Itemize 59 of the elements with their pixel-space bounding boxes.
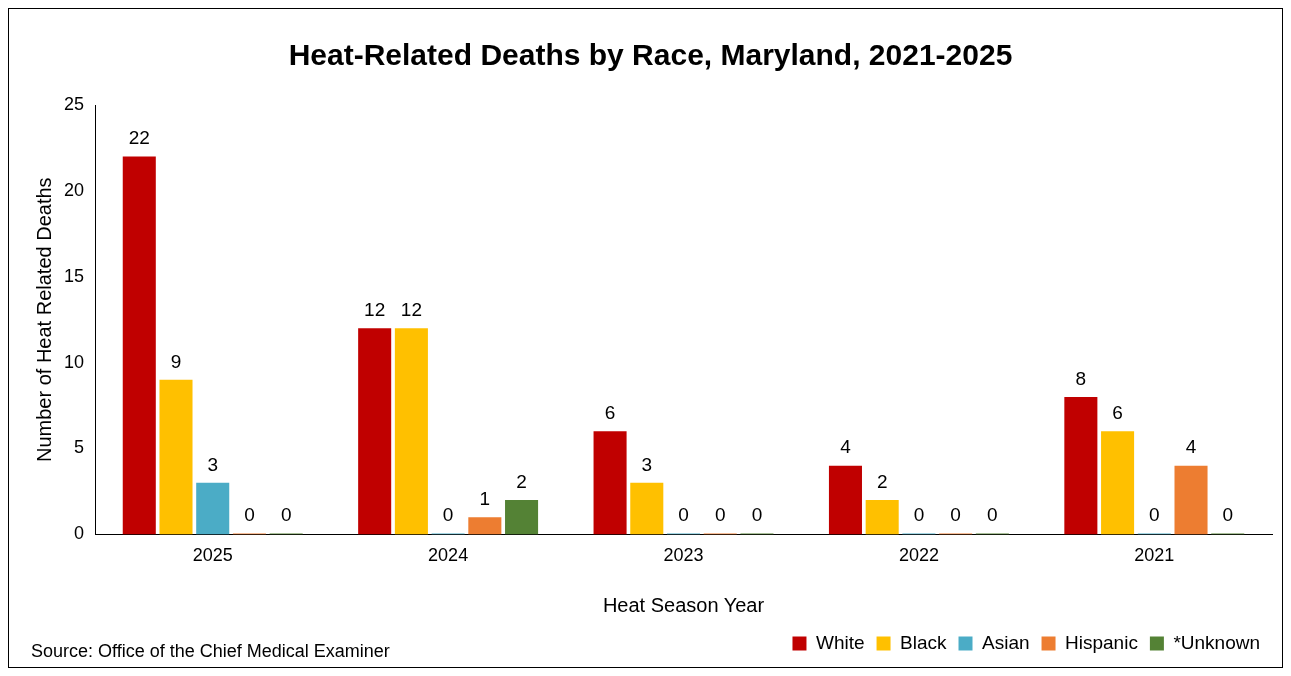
data-label: 12	[364, 299, 386, 321]
data-label: 4	[840, 436, 852, 458]
data-label: 4	[1185, 436, 1197, 458]
x-tick-label: 2021	[1134, 545, 1175, 566]
data-label: 0	[1222, 504, 1234, 526]
y-tick-label: 5	[74, 437, 85, 458]
data-label: 3	[207, 453, 219, 475]
y-tick-label: 15	[63, 265, 85, 286]
data-label: 2	[876, 470, 888, 492]
data-label: 0	[244, 504, 255, 526]
y-tick-label: 0	[74, 523, 85, 544]
y-tick-label: 25	[63, 93, 85, 114]
bar	[122, 156, 156, 535]
y-tick-label: 10	[63, 351, 85, 372]
data-label: 1	[479, 487, 491, 509]
data-label: 0	[950, 504, 961, 526]
bar	[1174, 465, 1208, 535]
bar	[865, 500, 899, 535]
source-note: Source: Office of the Chief Medical Examiner	[31, 640, 390, 661]
data-label: 12	[400, 299, 422, 321]
data-label: 0	[1149, 504, 1160, 526]
data-label: 0	[751, 504, 763, 526]
x-tick-label: 2023	[663, 545, 704, 566]
data-label: 0	[280, 504, 292, 526]
x-axis-title: Heat Season Year	[602, 593, 765, 616]
legend-label: White	[815, 631, 865, 653]
bar	[630, 482, 664, 535]
bar	[593, 431, 627, 535]
bar	[159, 379, 193, 535]
bar	[1064, 396, 1098, 535]
data-label: 0	[714, 504, 726, 526]
data-label: 2	[516, 470, 527, 492]
y-axis-title: Number of Heat Related Deaths	[32, 177, 55, 462]
data-label: 3	[641, 453, 653, 475]
bar	[828, 465, 862, 535]
data-label: 0	[678, 504, 689, 526]
legend-label: Hispanic	[1065, 631, 1138, 653]
bar	[505, 500, 539, 535]
bar	[196, 482, 230, 535]
x-tick-label: 2022	[898, 545, 939, 566]
data-label: 0	[442, 504, 454, 526]
x-tick-label: 2024	[428, 545, 469, 566]
legend-label: Asian	[982, 631, 1030, 653]
legend-label: *Unknown	[1173, 631, 1261, 653]
data-label: 0	[987, 504, 998, 526]
data-label: 8	[1075, 367, 1087, 389]
data-label: 9	[170, 350, 182, 372]
bar	[394, 328, 428, 535]
x-tick-label: 2025	[192, 545, 233, 566]
data-label: 6	[1112, 402, 1123, 424]
y-tick-label: 20	[63, 179, 85, 200]
data-label: 6	[604, 402, 616, 424]
data-label: 22	[128, 127, 150, 149]
bar	[1101, 431, 1135, 535]
chart-title: Heat-Related Deaths by Race, Maryland, 2021-2025	[288, 38, 1013, 72]
data-label: 0	[913, 504, 925, 526]
legend-label: Black	[900, 631, 947, 653]
bar	[358, 328, 392, 535]
bar	[468, 517, 502, 535]
